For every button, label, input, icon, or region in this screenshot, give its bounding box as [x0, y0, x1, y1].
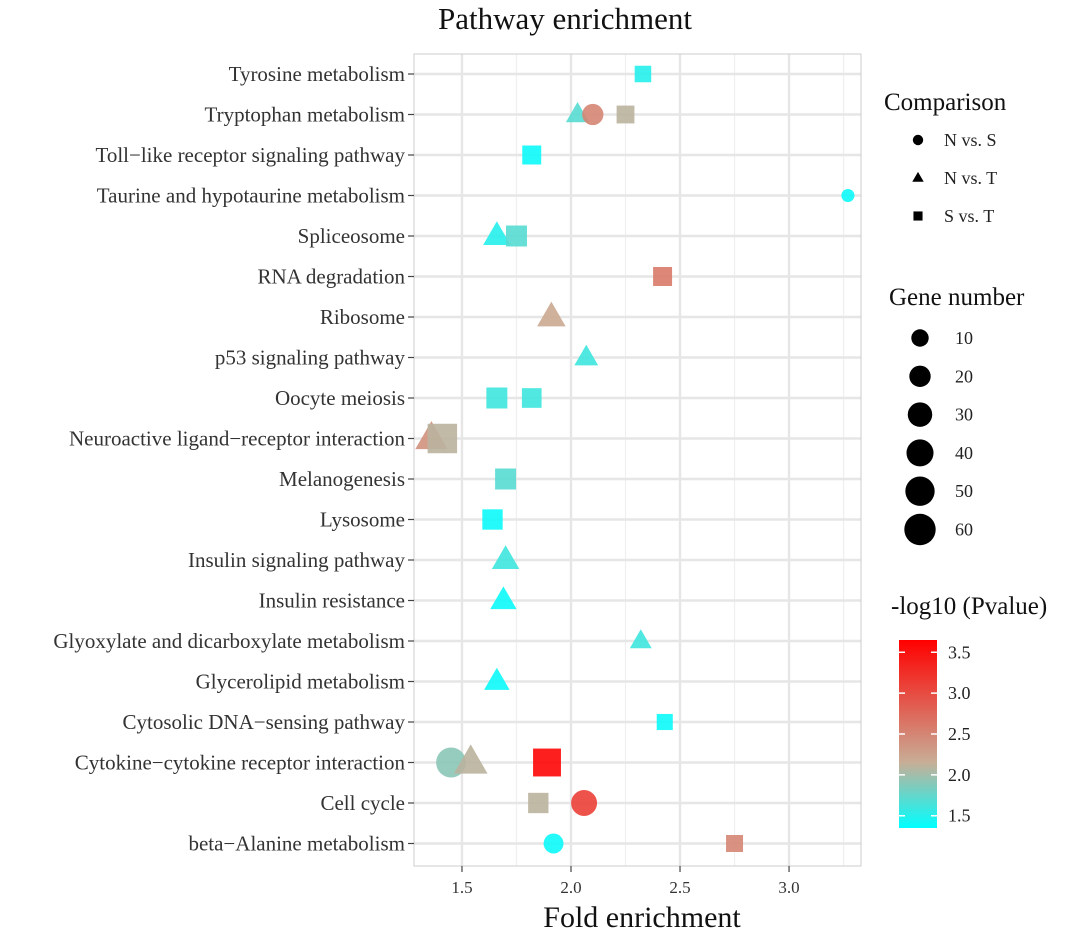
legend-size-circle: [906, 439, 934, 467]
x-tick-label: 2.0: [560, 878, 581, 897]
data-point: [582, 103, 604, 126]
data-point: [574, 344, 599, 366]
data-point: [543, 833, 564, 854]
y-tick-label: Oocyte meiosis: [275, 386, 405, 410]
data-point: [486, 387, 508, 409]
data-point: [505, 225, 527, 247]
x-tick-label: 2.5: [669, 878, 690, 897]
legend-size-label: 60: [955, 520, 973, 540]
legend-size: Gene number 10 20 30 40 50 60: [889, 284, 1025, 546]
legend-size-label: 50: [955, 481, 973, 501]
data-points: [415, 65, 855, 854]
legend-triangle-icon: [912, 171, 924, 182]
legend-size-circle: [904, 513, 936, 546]
y-tick-label: Insulin resistance: [259, 589, 405, 613]
data-point: [571, 790, 598, 816]
legend-comparison-label: S vs. T: [944, 206, 994, 226]
data-point: [482, 509, 503, 530]
y-tick-label: Spliceosome: [298, 224, 405, 248]
data-point: [653, 267, 673, 286]
legend-color: -log10 (Pvalue) 1.5 2.0 2.5 3.0 3.5: [891, 593, 1047, 828]
data-point: [634, 65, 652, 83]
data-point: [726, 835, 744, 852]
plot-border: [413, 53, 862, 867]
data-point: [484, 667, 510, 690]
legend-comparison-title: Comparison: [884, 89, 1007, 116]
legend-size-circle: [907, 402, 933, 427]
y-axis-labels: Tyrosine metabolism Tryptophan metabolism…: [53, 62, 414, 856]
y-tick-label: Neuroactive ligand−receptor interaction: [69, 427, 406, 451]
y-tick-label: Ribosome: [320, 305, 405, 329]
colorbar: [899, 640, 937, 828]
data-point: [427, 423, 458, 454]
legend-size-label: 30: [955, 405, 973, 425]
colorbar-tick-label: 3.0: [948, 683, 971, 703]
x-tick-label: 3.0: [778, 878, 799, 897]
y-tick-label: RNA degradation: [257, 265, 405, 289]
legend-size-title: Gene number: [889, 284, 1025, 311]
data-point: [616, 105, 635, 124]
colorbar-tick-label: 2.0: [948, 765, 971, 785]
y-tick-label: Cytokine−cytokine receptor interaction: [75, 751, 406, 775]
legend-comparison-label: N vs. T: [944, 168, 997, 188]
legend-comparison-label: N vs. S: [944, 130, 997, 150]
colorbar-tick-label: 1.5: [948, 806, 971, 826]
legend-size-label: 10: [955, 328, 973, 348]
plot-panel: [414, 54, 861, 866]
legend-size-label: 40: [955, 443, 973, 463]
y-tick-label: Cytosolic DNA−sensing pathway: [123, 710, 406, 734]
data-point: [656, 713, 673, 731]
y-tick-label: Insulin signaling pathway: [188, 548, 405, 572]
y-tick-label: Tyrosine metabolism: [229, 62, 405, 86]
legend-size-circle: [905, 476, 935, 506]
data-point: [533, 748, 561, 777]
data-point: [528, 792, 549, 814]
y-tick-label: Toll−like receptor signaling pathway: [95, 143, 405, 167]
data-point: [521, 388, 542, 408]
data-point: [483, 221, 511, 246]
data-point: [495, 468, 517, 490]
y-tick-label: beta−Alanine metabolism: [188, 832, 405, 856]
legend-size-circle: [909, 365, 931, 387]
y-tick-label: Cell cycle: [320, 791, 405, 815]
legend-comparison: Comparison N vs. S N vs. T S vs. T: [884, 89, 1007, 226]
legend-circle-icon: [912, 134, 924, 146]
data-point: [453, 744, 488, 774]
legend-size-circle: [911, 329, 929, 347]
x-axis-ticks: 1.5 2.0 2.5 3.0: [451, 866, 800, 897]
y-tick-label: p53 signaling pathway: [215, 346, 406, 370]
data-point: [629, 629, 652, 649]
y-tick-label: Tryptophan metabolism: [205, 103, 405, 127]
y-tick-label: Glyoxylate and dicarboxylate metabolism: [53, 629, 405, 653]
y-tick-label: Lysosome: [320, 508, 405, 532]
data-point: [491, 545, 520, 570]
colorbar-tick-label: 2.5: [948, 724, 971, 744]
legend-color-title: -log10 (Pvalue): [891, 593, 1047, 620]
data-point: [841, 188, 855, 203]
data-point: [490, 586, 517, 610]
x-tick-label: 1.5: [451, 878, 472, 897]
chart-title: Pathway enrichment: [438, 1, 692, 36]
grid-lines: [414, 54, 861, 866]
data-point: [522, 145, 542, 165]
data-point: [537, 301, 566, 327]
legend-size-label: 20: [955, 366, 973, 386]
y-tick-label: Taurine and hypotaurine metabolism: [97, 184, 405, 208]
y-tick-label: Melanogenesis: [279, 467, 405, 491]
y-tick-label: Glycerolipid metabolism: [196, 670, 405, 694]
x-axis-label: Fold enrichment: [543, 901, 741, 934]
colorbar-tick-label: 3.5: [948, 642, 971, 662]
legend-square-icon: [913, 211, 923, 221]
